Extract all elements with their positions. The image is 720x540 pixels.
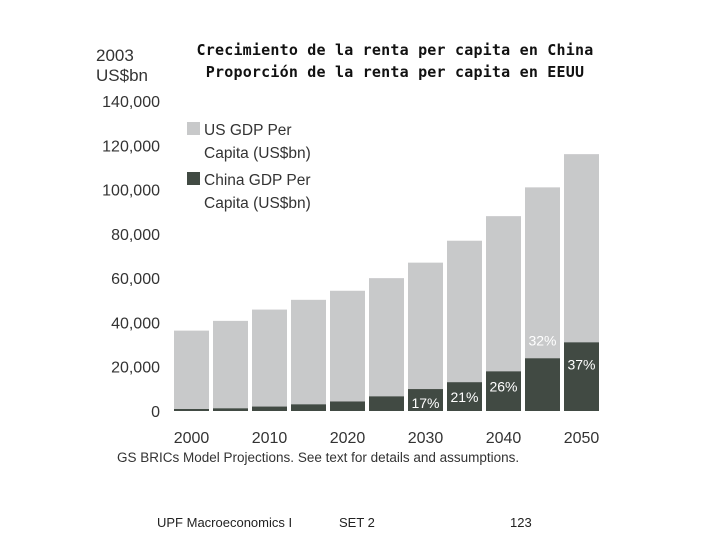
- china-gdp-bar-2005: [213, 408, 248, 411]
- y-tick-label: 100,000: [102, 183, 160, 200]
- china-share-label-2035: 21%: [450, 389, 478, 405]
- china-gdp-bar-2010: [252, 406, 287, 411]
- legend-swatch-us: [187, 122, 200, 135]
- us-gdp-bar-2015: [291, 299, 326, 411]
- footer-page-number: 123: [510, 515, 532, 530]
- china-gdp-bar-2025: [369, 396, 404, 411]
- us-gdp-bar-2030: [408, 262, 443, 411]
- china-share-label-2045: 32%: [528, 332, 556, 348]
- footer-course-name: UPF Macroeconomics I: [157, 515, 293, 530]
- chart-title-line-2: Proporción de la renta per capita en EEU…: [205, 63, 585, 81]
- china-gdp-bar-2040: [486, 371, 521, 411]
- us-gdp-bar-2010: [252, 309, 287, 411]
- us-gdp-bar-2020: [330, 290, 365, 411]
- legend-label-china-line-2: Capita (US$bn): [204, 195, 311, 212]
- us-gdp-bar-2025: [369, 278, 404, 411]
- china-share-label-2050: 37%: [567, 356, 595, 372]
- china-gdp-bar-2020: [330, 401, 365, 411]
- x-tick-label-2040: 2040: [486, 430, 522, 447]
- y-tick-label: 140,000: [102, 94, 160, 111]
- y-tick-label: 0: [151, 404, 160, 421]
- y-tick-label: 20,000: [111, 360, 160, 377]
- legend-label-us-line-1: US GDP Per: [204, 122, 292, 139]
- us-gdp-bar-2000: [174, 330, 209, 411]
- china-gdp-bar-2000: [174, 409, 209, 411]
- source-note: GS BRICs Model Projections. See text for…: [117, 450, 519, 465]
- y-axis-tick-labels: 0 20,000 40,000 60,000 80,000 100,000 120,000 1…: [102, 94, 160, 421]
- china-share-label-2040: 26%: [489, 378, 517, 394]
- china-share-label-2030: 17%: [411, 395, 439, 411]
- china-gdp-bar-2035: [447, 382, 482, 411]
- chart-title-line-1: Crecimiento de la renta per capita en Ch…: [196, 41, 594, 59]
- footer-set-label: SET 2: [339, 515, 375, 530]
- y-tick-label: 60,000: [111, 271, 160, 288]
- plot-area: 17% 21% 26% 32% 37%: [174, 154, 599, 411]
- china-gdp-bar-2015: [291, 404, 326, 411]
- x-tick-label-2050: 2050: [564, 430, 600, 447]
- china-gdp-bar-2030: [408, 389, 443, 411]
- us-gdp-bar-2005: [213, 320, 248, 411]
- y-axis-unit-currency: US$bn: [96, 66, 148, 85]
- legend: US GDP Per Capita (US$bn) China GDP Per Cap…: [187, 122, 311, 212]
- china-gdp-bar-2045: [525, 358, 560, 411]
- x-tick-label-2010: 2010: [252, 430, 288, 447]
- y-tick-label: 120,000: [102, 138, 160, 155]
- legend-label-china-line-1: China GDP Per: [204, 172, 311, 189]
- x-tick-label-2030: 2030: [408, 430, 444, 447]
- china-gdp-bar-2050: [564, 342, 599, 411]
- x-tick-label-2020: 2020: [330, 430, 366, 447]
- y-tick-label: 40,000: [111, 315, 160, 332]
- legend-label-us-line-2: Capita (US$bn): [204, 145, 311, 162]
- y-tick-label: 80,000: [111, 227, 160, 244]
- y-axis-unit-year: 2003: [96, 46, 134, 65]
- legend-swatch-china: [187, 172, 200, 185]
- x-axis-tick-labels: 2000 2010 2020 2030 2040 2050: [174, 430, 600, 447]
- x-tick-label-2000: 2000: [174, 430, 210, 447]
